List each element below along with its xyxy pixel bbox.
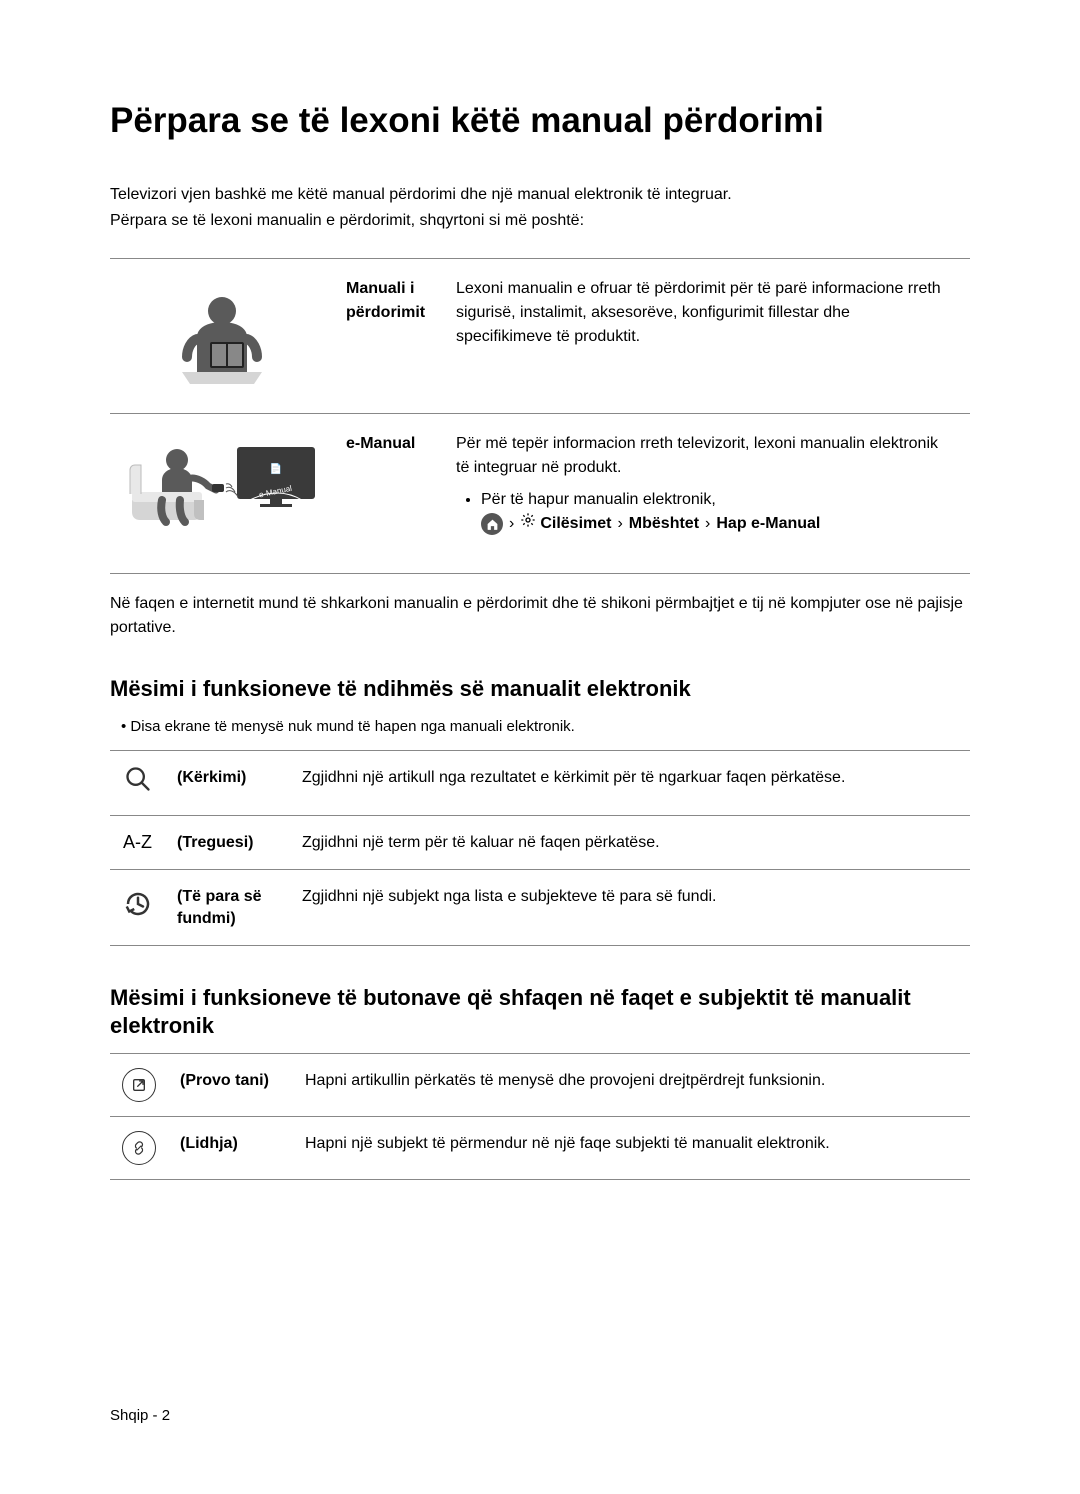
fn2-desc-try: Hapni artikullin përkatës të menysë dhe … [293,1054,970,1117]
fn-label-search: (Kërkimi) [165,751,290,815]
fn2-desc-link: Hapni një subjekt të përmendur në një fa… [293,1117,970,1180]
fn-row-search: (Kërkimi) Zgjidhni një artikull nga rezu… [110,751,970,815]
subject-buttons-table: (Provo tani) Hapni artikullin përkatës t… [110,1053,970,1180]
settings-icon [520,512,536,536]
chevron-icon: › [509,512,514,536]
fn-row-recent: (Të para së fundmi) Zgjidhni një subjekt… [110,870,970,946]
recent-icon [123,889,153,919]
fn-desc-search: Zgjidhni një artikull nga rezultatet e k… [290,751,970,815]
section-1-title: Mësimi i funksioneve të ndihmës së manua… [110,675,970,704]
svg-text:📄: 📄 [270,462,282,475]
path-step-1: Cilësimet [540,512,611,536]
navigation-path: › Cilësimet › Mbështet › Hap e-Manual [481,512,820,536]
page-title: Përpara se të lexoni këtë manual përdori… [110,100,970,142]
fn-label-index: (Treguesi) [165,815,290,869]
section-1-note: Disa ekrane të menysë nuk mund të hapen … [110,716,970,739]
try-icon [122,1068,156,1102]
emanual-open-instruction: Për të hapur manualin elektronik, › Cilë… [481,488,950,539]
manual-row-print: Manuali i përdorimit Lexoni manualin e o… [110,259,970,414]
search-icon-cell [110,751,165,815]
fn-desc-recent: Zgjidhni një subjekt nga lista e subjekt… [290,870,970,946]
link-icon [122,1131,156,1165]
emanual-desc-text: Për më tepër informacion rreth televizor… [456,435,938,476]
chevron-icon: › [617,512,622,536]
manual-desc-2: Për më tepër informacion rreth televizor… [444,414,970,574]
fn2-row-link: (Lidhja) Hapni një subjekt të përmendur … [110,1117,970,1180]
fn2-label-try: (Provo tani) [168,1054,293,1117]
search-icon [124,765,152,793]
illustration-cell-1 [110,259,334,414]
path-step-3: Hap e-Manual [716,512,820,536]
illustration-cell-2: 📄 e-Manual [110,414,334,574]
home-icon [481,513,503,535]
manual-desc-1: Lexoni manualin e ofruar të përdorimit p… [444,259,970,414]
fn-row-index: A-Z (Treguesi) Zgjidhni një term për të … [110,815,970,869]
fn2-row-try: (Provo tani) Hapni artikullin përkatës t… [110,1054,970,1117]
intro-line-2: Përpara se të lexoni manualin e përdorim… [110,212,584,229]
manual-label-1: Manuali i përdorimit [334,259,444,414]
section-2-title: Mësimi i funksioneve të butonave që shfa… [110,984,970,1041]
chevron-icon: › [705,512,710,536]
manual-type-table: Manuali i përdorimit Lexoni manualin e o… [110,258,970,574]
index-icon-cell: A-Z [110,815,165,869]
person-reading-icon [152,277,292,387]
fn-desc-index: Zgjidhni një term për të kaluar në faqen… [290,815,970,869]
az-icon: A-Z [123,832,152,852]
page-footer: Shqip - 2 [110,1407,170,1424]
path-step-2: Mbështet [629,512,699,536]
fn-label-recent: (Të para së fundmi) [165,870,290,946]
person-tv-icon: 📄 e-Manual [122,432,322,547]
fn2-label-link: (Lidhja) [168,1117,293,1180]
emanual-bullet-text: Për të hapur manualin elektronik, [481,491,716,508]
recent-icon-cell [110,870,165,946]
download-note: Në faqen e internetit mund të shkarkoni … [110,592,970,640]
intro-line-1: Televizori vjen bashkë me këtë manual pë… [110,186,732,203]
try-icon-cell [110,1054,168,1117]
manual-row-emanual: 📄 e-Manual e-Manual Për më tepër informa… [110,414,970,574]
manual-label-2: e-Manual [334,414,444,574]
help-functions-table: (Kërkimi) Zgjidhni një artikull nga rezu… [110,750,970,946]
intro-text: Televizori vjen bashkë me këtë manual pë… [110,182,970,233]
link-icon-cell [110,1117,168,1180]
